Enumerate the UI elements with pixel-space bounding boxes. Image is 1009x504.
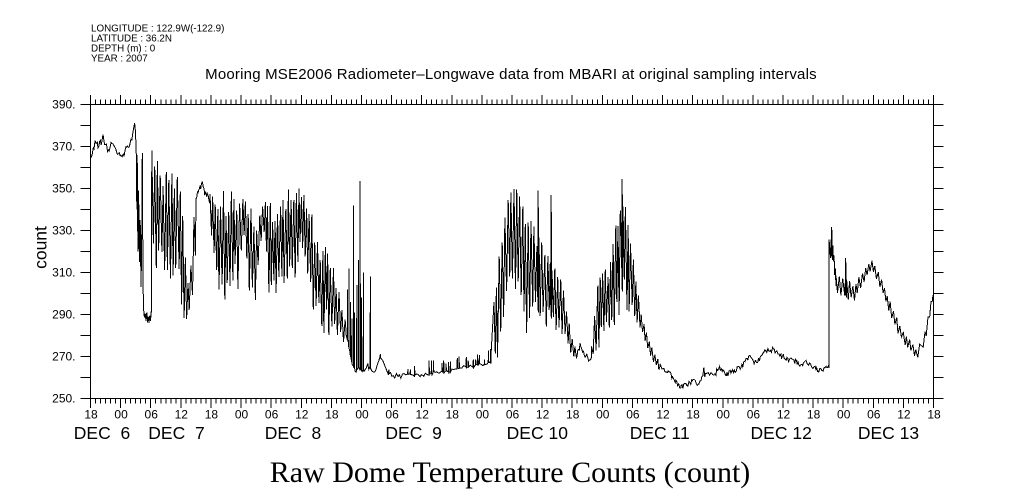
- svg-text:18: 18: [325, 408, 339, 422]
- svg-text:Mooring MSE2006 Radiometer–Lon: Mooring MSE2006 Radiometer–Longwave data…: [205, 66, 817, 83]
- svg-text:Raw Dome Temperature Counts (c: Raw Dome Temperature Counts (count): [270, 456, 751, 489]
- svg-text:00: 00: [837, 408, 851, 422]
- svg-text:12: 12: [536, 408, 550, 422]
- svg-text:DEC 10: DEC 10: [507, 423, 569, 443]
- svg-text:06: 06: [747, 408, 761, 422]
- svg-text:00: 00: [235, 408, 249, 422]
- svg-text:DEC 7: DEC 7: [148, 423, 204, 443]
- svg-text:18: 18: [927, 408, 941, 422]
- svg-text:330.: 330.: [52, 224, 75, 238]
- svg-text:12: 12: [656, 408, 670, 422]
- svg-text:290.: 290.: [52, 308, 75, 322]
- svg-text:270.: 270.: [52, 350, 75, 364]
- svg-text:12: 12: [295, 408, 309, 422]
- svg-text:310.: 310.: [52, 266, 75, 280]
- svg-text:350.: 350.: [52, 182, 75, 196]
- svg-text:12: 12: [416, 408, 430, 422]
- svg-text:18: 18: [807, 408, 821, 422]
- svg-text:06: 06: [385, 408, 399, 422]
- svg-text:YEAR : 2007: YEAR : 2007: [91, 54, 148, 65]
- svg-text:18: 18: [566, 408, 580, 422]
- svg-text:00: 00: [355, 408, 369, 422]
- svg-text:06: 06: [265, 408, 279, 422]
- svg-text:06: 06: [506, 408, 520, 422]
- svg-text:06: 06: [626, 408, 640, 422]
- svg-text:count: count: [31, 226, 51, 269]
- svg-text:18: 18: [84, 408, 98, 422]
- svg-text:LATITUDE : 36.2N: LATITUDE : 36.2N: [91, 34, 172, 45]
- svg-text:00: 00: [114, 408, 128, 422]
- svg-text:00: 00: [717, 408, 731, 422]
- svg-text:18: 18: [205, 408, 219, 422]
- svg-text:06: 06: [145, 408, 159, 422]
- svg-text:12: 12: [897, 408, 911, 422]
- svg-text:18: 18: [686, 408, 700, 422]
- svg-text:390.: 390.: [52, 98, 75, 112]
- svg-text:18: 18: [446, 408, 460, 422]
- svg-text:00: 00: [476, 408, 490, 422]
- svg-text:370.: 370.: [52, 140, 75, 154]
- svg-text:DEC 12: DEC 12: [751, 423, 812, 443]
- svg-text:LONGITUDE : 122.9W(-122.9): LONGITUDE : 122.9W(-122.9): [91, 24, 224, 35]
- svg-text:00: 00: [596, 408, 610, 422]
- svg-text:DEC 6: DEC 6: [74, 423, 130, 443]
- svg-text:DEC 11: DEC 11: [630, 423, 690, 443]
- svg-text:DEC 9: DEC 9: [385, 423, 441, 443]
- svg-text:12: 12: [175, 408, 189, 422]
- svg-text:12: 12: [777, 408, 791, 422]
- svg-text:DEC 8: DEC 8: [265, 423, 321, 443]
- svg-text:06: 06: [867, 408, 881, 422]
- svg-text:DEC 13: DEC 13: [858, 423, 919, 443]
- svg-text:250.: 250.: [52, 392, 75, 406]
- svg-text:DEPTH (m) : 0: DEPTH (m) : 0: [91, 44, 156, 55]
